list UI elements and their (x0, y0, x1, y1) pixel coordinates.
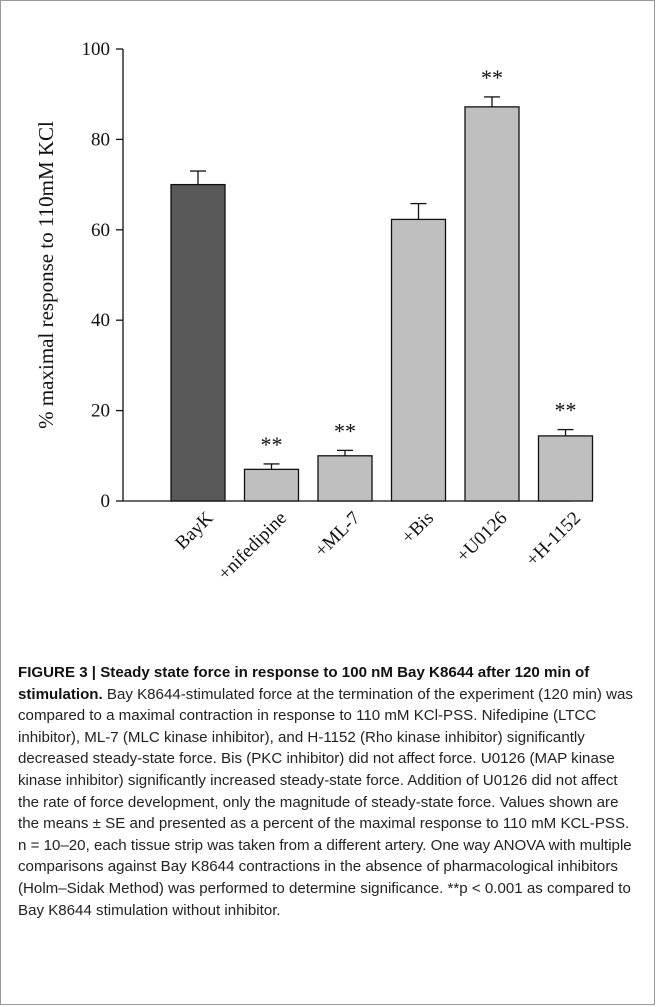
y-tick-label: 40 (91, 310, 110, 331)
caption-title: FIGURE 3 | Steady state force in respons… (18, 664, 590, 703)
bar-chart: 0 20 40 60 80 100 % maximal response to 110mM … (34, 39, 594, 585)
figure-caption: FIGURE 3 | Steady state force in respons… (18, 662, 641, 921)
category-label: +Bis (398, 508, 438, 548)
significance-marker: ** (261, 432, 283, 457)
category-label: +ML-7 (311, 508, 365, 562)
category-label: +H-1152 (522, 508, 585, 571)
y-tick-label: 80 (91, 129, 110, 150)
significance-marker: ** (481, 65, 503, 90)
bar-u0126 (464, 106, 520, 502)
y-tick-label: 20 (91, 401, 110, 422)
bar-bayk (170, 183, 226, 502)
bar-ml-7 (317, 455, 373, 502)
category-label: +nifedipine (214, 508, 291, 585)
bar-bis (390, 218, 447, 502)
y-tick-label: 0 (101, 491, 111, 512)
significance-marker: ** (334, 418, 356, 443)
category-label: +U0126 (453, 508, 512, 567)
y-axis-title: % maximal response to 110mM KCl (34, 121, 58, 429)
y-tick-label: 60 (91, 220, 110, 241)
significance-marker: ** (555, 398, 577, 423)
y-tick-label: 100 (82, 39, 111, 60)
caption-body: Bay K8644-stimulated force at the termin… (18, 685, 633, 919)
bar-h-1152 (537, 435, 594, 502)
category-label: BayK (171, 507, 217, 553)
bar-nifedipine (243, 468, 300, 502)
